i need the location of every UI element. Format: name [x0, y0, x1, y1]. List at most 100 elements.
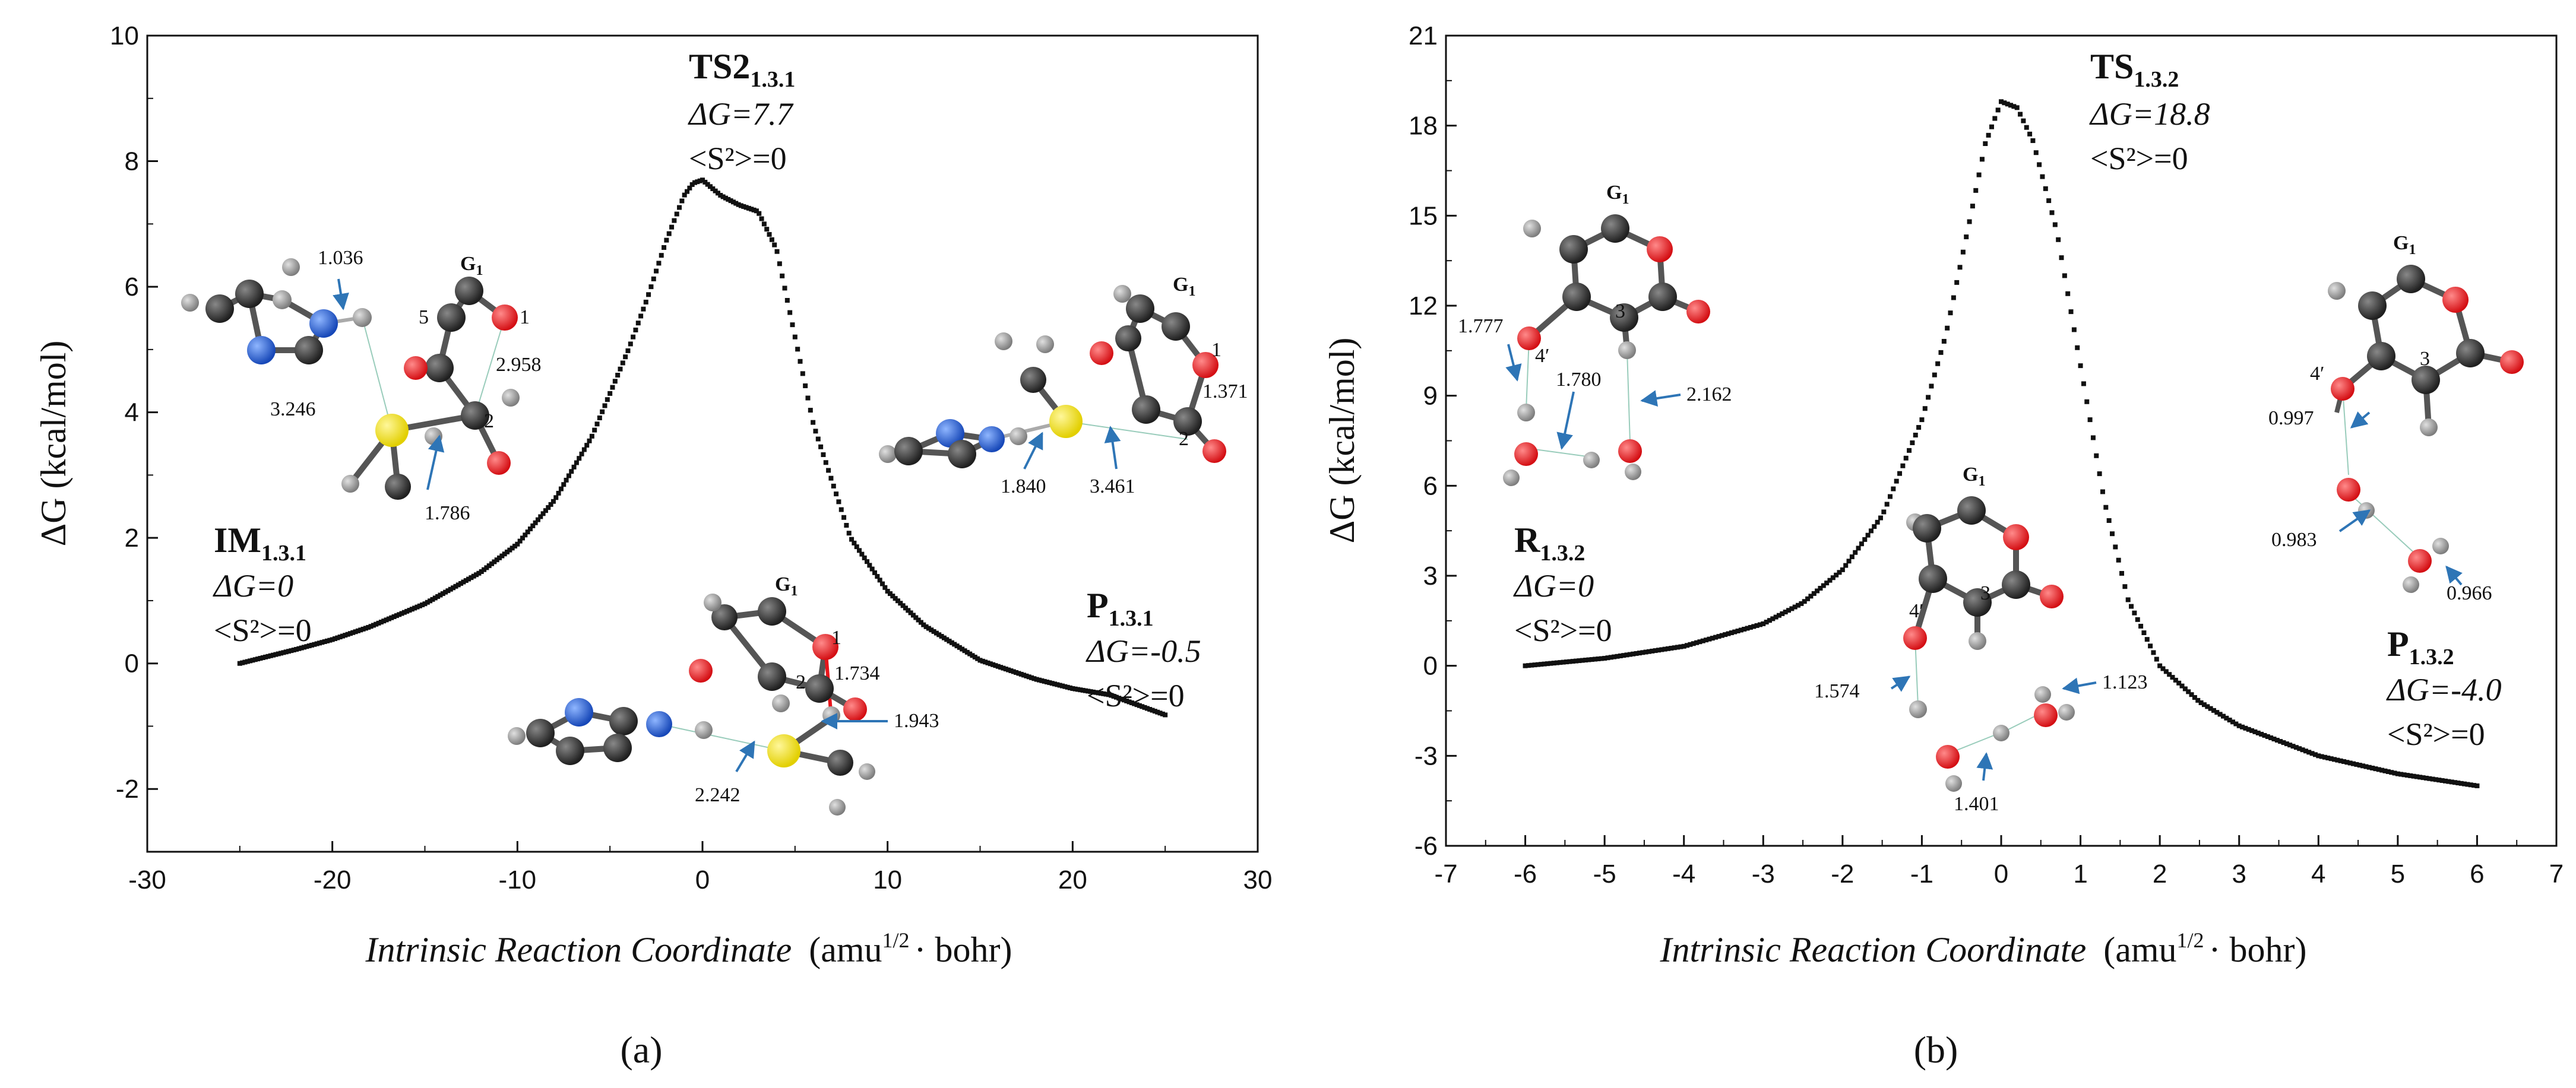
- data-point: [1124, 698, 1129, 703]
- data-point: [1111, 694, 1116, 699]
- data-point: [1083, 688, 1088, 693]
- data-point: [271, 652, 276, 658]
- data-point: [335, 635, 340, 640]
- data-point: [2370, 765, 2375, 770]
- data-point: [2170, 675, 2175, 680]
- data-point: [2389, 770, 2394, 775]
- svg-text:4′: 4′: [1909, 600, 1923, 622]
- data-point: [908, 610, 913, 616]
- data-point: [327, 637, 333, 643]
- data-point: [2056, 237, 2061, 242]
- molecule-p-b: 0.997 0.983 0.966 G1 4′ 3: [2268, 232, 2524, 604]
- data-point: [1047, 680, 1052, 686]
- data-point: [821, 452, 826, 458]
- data-point: [2303, 748, 2308, 754]
- data-point: [1935, 361, 1941, 366]
- data-point: [381, 618, 387, 624]
- data-point: [476, 570, 482, 576]
- data-point: [1821, 583, 1826, 588]
- data-point: [1055, 682, 1060, 687]
- data-point: [2211, 708, 2216, 713]
- data-point: [589, 433, 594, 439]
- data-point: [926, 626, 931, 631]
- data-point: [237, 661, 242, 666]
- data-point: [2344, 760, 2350, 765]
- data-point: [1555, 660, 1559, 665]
- data-point: [641, 306, 646, 312]
- data-point: [1945, 325, 1950, 331]
- data-point: [615, 373, 621, 378]
- data-point: [502, 551, 507, 557]
- data-point: [2385, 769, 2391, 775]
- svg-text:G1: G1: [775, 573, 798, 599]
- data-point: [844, 523, 849, 528]
- data-point: [620, 360, 625, 366]
- data-point: [1837, 570, 1842, 575]
- data-point: [1157, 710, 1163, 716]
- data-point: [2278, 739, 2283, 744]
- data-point: [428, 598, 433, 604]
- data-point: [466, 576, 471, 582]
- data-point: [736, 202, 741, 207]
- svg-text:1.123: 1.123: [2102, 671, 2148, 693]
- data-point: [2110, 531, 2115, 537]
- data-point: [1719, 633, 1724, 638]
- data-point: [849, 537, 855, 542]
- data-point: [1144, 706, 1150, 711]
- data-point: [1910, 440, 1915, 445]
- data-point: [432, 595, 438, 601]
- data-point: [1792, 604, 1797, 610]
- data-point: [718, 192, 723, 198]
- data-point: [2271, 737, 2277, 742]
- series-irc-a: [237, 177, 1168, 718]
- data-point: [1732, 629, 1738, 635]
- data-point: [515, 541, 520, 547]
- data-point: [2227, 718, 2232, 723]
- svg-text:1.780: 1.780: [1556, 369, 1602, 391]
- data-point: [784, 297, 790, 303]
- data-point: [397, 612, 402, 617]
- data-point: [512, 544, 518, 549]
- data-point: [404, 608, 410, 614]
- data-point: [1551, 661, 1556, 666]
- x-tick-label: -20: [314, 865, 352, 894]
- svg-text:1.840: 1.840: [1001, 475, 1046, 497]
- data-point: [600, 409, 605, 414]
- data-point: [2471, 783, 2477, 788]
- data-point: [523, 532, 528, 538]
- data-point: [707, 184, 713, 189]
- data-point: [2230, 719, 2236, 725]
- data-point: [898, 601, 903, 606]
- data-point: [2341, 759, 2347, 765]
- data-point: [1624, 652, 1629, 658]
- data-point: [1707, 636, 1712, 642]
- data-point: [1726, 631, 1731, 636]
- data-point: [2287, 743, 2293, 748]
- x-tick-label: -30: [128, 865, 166, 894]
- data-point: [561, 482, 567, 487]
- x-tick-label: 2: [2153, 859, 2167, 889]
- data-point: [420, 602, 425, 608]
- y-tick-label: 0: [125, 649, 139, 678]
- y-tick-label: -3: [1414, 741, 1438, 770]
- data-point: [906, 608, 911, 613]
- data-point: [972, 655, 977, 660]
- data-point: [1121, 697, 1126, 703]
- x-tick-label: -2: [1831, 859, 1854, 889]
- data-point: [2436, 778, 2442, 783]
- data-point: [885, 589, 890, 594]
- data-point: [1903, 455, 1909, 461]
- data-point: [1764, 620, 1769, 625]
- x-tick-label: 10: [873, 865, 902, 894]
- data-point: [1052, 681, 1058, 687]
- ts-label-b: TS1.3.2: [2090, 47, 2179, 92]
- svg-text:4′: 4′: [1535, 345, 1549, 367]
- data-point: [1060, 683, 1065, 689]
- data-point: [355, 628, 360, 633]
- data-point: [1907, 448, 1912, 453]
- data-point: [2148, 643, 2153, 649]
- data-point: [2059, 255, 2064, 261]
- data-point: [1659, 647, 1664, 652]
- data-point: [1093, 690, 1099, 695]
- data-point: [854, 544, 859, 550]
